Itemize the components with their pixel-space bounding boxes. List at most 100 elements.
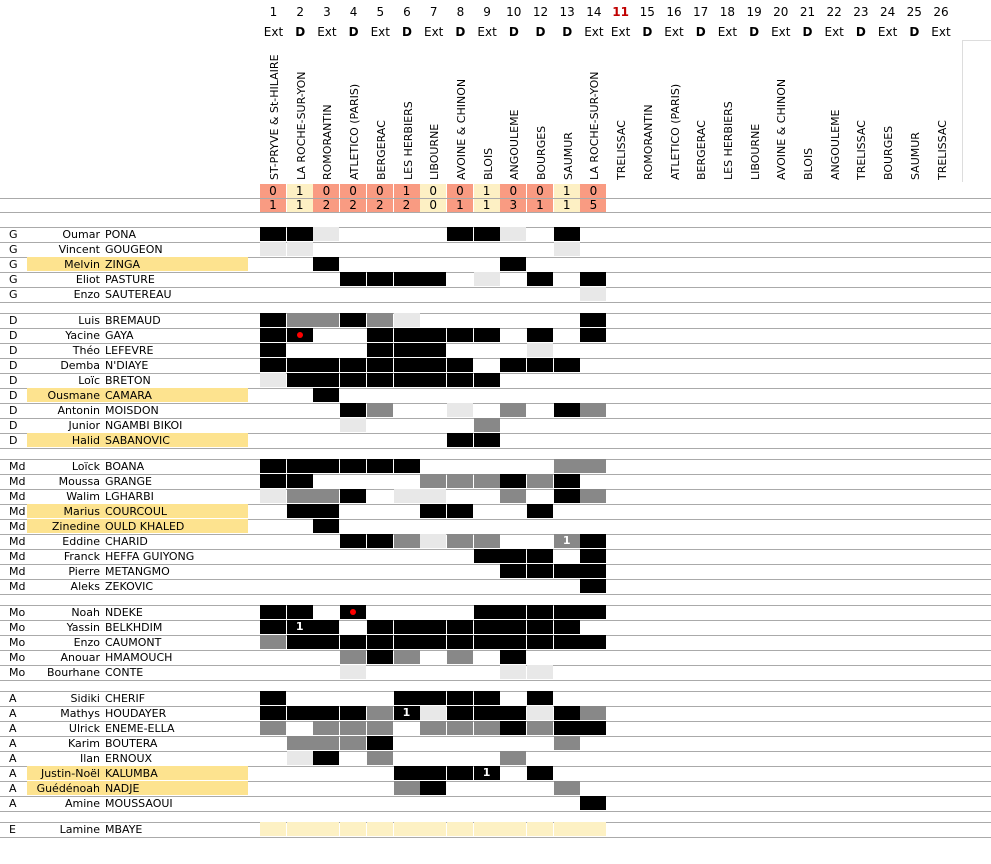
appearance-cell[interactable] — [340, 373, 367, 387]
appearance-cell[interactable] — [260, 358, 286, 372]
appearance-cell[interactable]: 1 — [286, 620, 313, 634]
appearance-cell[interactable] — [527, 635, 553, 649]
player-row[interactable]: A Mathys HOUDAYER 1 — [0, 706, 991, 721]
appearance-cell[interactable] — [553, 564, 580, 578]
appearance-cell[interactable] — [366, 620, 393, 634]
appearance-cell[interactable] — [473, 706, 500, 720]
appearance-cell[interactable] — [527, 605, 553, 619]
player-row[interactable]: G Eliot PASTURE — [0, 272, 991, 287]
appearance-cell[interactable] — [366, 373, 393, 387]
appearance-cell[interactable] — [286, 459, 313, 473]
player-row[interactable]: G Melvin ZINGA — [0, 257, 991, 272]
appearance-cell[interactable] — [553, 706, 580, 720]
appearance-cell[interactable] — [286, 489, 313, 503]
appearance-cell[interactable]: 1 — [393, 706, 420, 720]
appearance-cell[interactable] — [313, 635, 340, 649]
player-row[interactable]: Md Marius COURCOUL — [0, 504, 991, 519]
appearance-cell[interactable] — [260, 373, 286, 387]
player-row[interactable]: Mo Bourhane CONTE — [0, 665, 991, 680]
appearance-cell[interactable] — [420, 822, 447, 836]
appearance-cell[interactable] — [313, 736, 340, 750]
player-row[interactable]: G Vincent GOUGEON — [0, 242, 991, 257]
player-row[interactable]: Mo Yassin BELKHDIM 1 — [0, 620, 991, 635]
appearance-cell[interactable] — [393, 534, 420, 548]
appearance-cell[interactable] — [473, 822, 500, 836]
appearance-cell[interactable] — [473, 474, 500, 488]
appearance-cell[interactable] — [553, 459, 580, 473]
appearance-cell[interactable] — [393, 272, 420, 286]
appearance-cell[interactable] — [527, 620, 553, 634]
appearance-cell[interactable] — [473, 227, 500, 241]
appearance-cell[interactable] — [580, 549, 607, 563]
player-row[interactable]: Md Loïck BOANA — [0, 459, 991, 474]
appearance-cell[interactable] — [473, 433, 500, 447]
appearance-cell[interactable] — [393, 489, 420, 503]
appearance-cell[interactable] — [473, 691, 500, 705]
appearance-cell[interactable] — [500, 635, 527, 649]
appearance-cell[interactable] — [500, 227, 527, 241]
appearance-cell[interactable] — [580, 605, 607, 619]
appearance-cell[interactable] — [286, 736, 313, 750]
appearance-cell[interactable] — [420, 343, 447, 357]
appearance-cell[interactable] — [313, 504, 340, 518]
appearance-cell[interactable] — [527, 504, 553, 518]
appearance-cell[interactable] — [527, 721, 553, 735]
appearance-cell[interactable] — [500, 257, 527, 271]
appearance-cell[interactable] — [500, 620, 527, 634]
appearance-cell[interactable] — [393, 822, 420, 836]
appearance-cell[interactable] — [260, 474, 286, 488]
appearance-cell[interactable] — [340, 534, 367, 548]
appearance-cell[interactable] — [260, 822, 286, 836]
appearance-cell[interactable] — [286, 328, 313, 342]
appearance-cell[interactable] — [393, 373, 420, 387]
player-row[interactable]: Mo Enzo CAUMONT — [0, 635, 991, 650]
appearance-cell[interactable] — [313, 751, 340, 765]
appearance-cell[interactable] — [446, 227, 473, 241]
appearance-cell[interactable] — [473, 534, 500, 548]
appearance-cell[interactable] — [286, 227, 313, 241]
appearance-cell[interactable] — [260, 489, 286, 503]
appearance-cell[interactable] — [393, 650, 420, 664]
player-row[interactable]: D Antonin MOISDON — [0, 403, 991, 418]
appearance-cell[interactable] — [366, 534, 393, 548]
appearance-cell[interactable] — [446, 373, 473, 387]
appearance-cell[interactable] — [313, 459, 340, 473]
appearance-cell[interactable] — [420, 721, 447, 735]
appearance-cell[interactable] — [420, 781, 447, 795]
appearance-cell[interactable] — [313, 620, 340, 634]
appearance-cell[interactable] — [473, 620, 500, 634]
appearance-cell[interactable] — [420, 489, 447, 503]
appearance-cell[interactable] — [393, 620, 420, 634]
appearance-cell[interactable] — [313, 358, 340, 372]
player-row[interactable]: Md Pierre METANGMO — [0, 564, 991, 579]
appearance-cell[interactable] — [340, 403, 367, 417]
appearance-cell[interactable] — [366, 328, 393, 342]
appearance-cell[interactable] — [286, 605, 313, 619]
player-row[interactable]: A Guédénoah NADJE — [0, 781, 991, 796]
appearance-cell[interactable] — [527, 474, 553, 488]
appearance-cell[interactable] — [580, 403, 607, 417]
appearance-cell[interactable] — [260, 328, 286, 342]
player-row[interactable]: A Sidiki CHERIF — [0, 691, 991, 706]
appearance-cell[interactable] — [500, 650, 527, 664]
appearance-cell[interactable] — [446, 474, 473, 488]
appearance-cell[interactable] — [340, 706, 367, 720]
player-row[interactable]: E Lamine MBAYE — [0, 822, 991, 837]
appearance-cell[interactable] — [393, 781, 420, 795]
appearance-cell[interactable] — [340, 736, 367, 750]
appearance-cell[interactable] — [500, 822, 527, 836]
appearance-cell[interactable] — [500, 564, 527, 578]
appearance-cell[interactable] — [473, 721, 500, 735]
appearance-cell[interactable] — [553, 242, 580, 256]
appearance-cell[interactable] — [580, 328, 607, 342]
appearance-cell[interactable] — [580, 721, 607, 735]
appearance-cell[interactable] — [473, 549, 500, 563]
appearance-cell[interactable] — [446, 358, 473, 372]
appearance-cell[interactable] — [420, 706, 447, 720]
appearance-cell[interactable] — [580, 706, 607, 720]
appearance-cell[interactable] — [286, 706, 313, 720]
appearance-cell[interactable] — [366, 721, 393, 735]
player-row[interactable]: D Junior NGAMBI BIKOI — [0, 418, 991, 433]
appearance-cell[interactable] — [340, 665, 367, 679]
appearance-cell[interactable] — [260, 691, 286, 705]
